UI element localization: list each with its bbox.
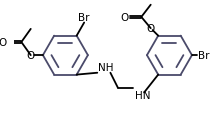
Text: Br: Br — [198, 51, 209, 61]
Text: HN: HN — [135, 90, 150, 100]
Text: O: O — [120, 13, 128, 23]
Text: Br: Br — [78, 12, 90, 22]
Text: O: O — [147, 24, 155, 34]
Text: O: O — [0, 38, 6, 48]
Text: O: O — [27, 51, 35, 61]
Text: NH: NH — [98, 62, 114, 72]
